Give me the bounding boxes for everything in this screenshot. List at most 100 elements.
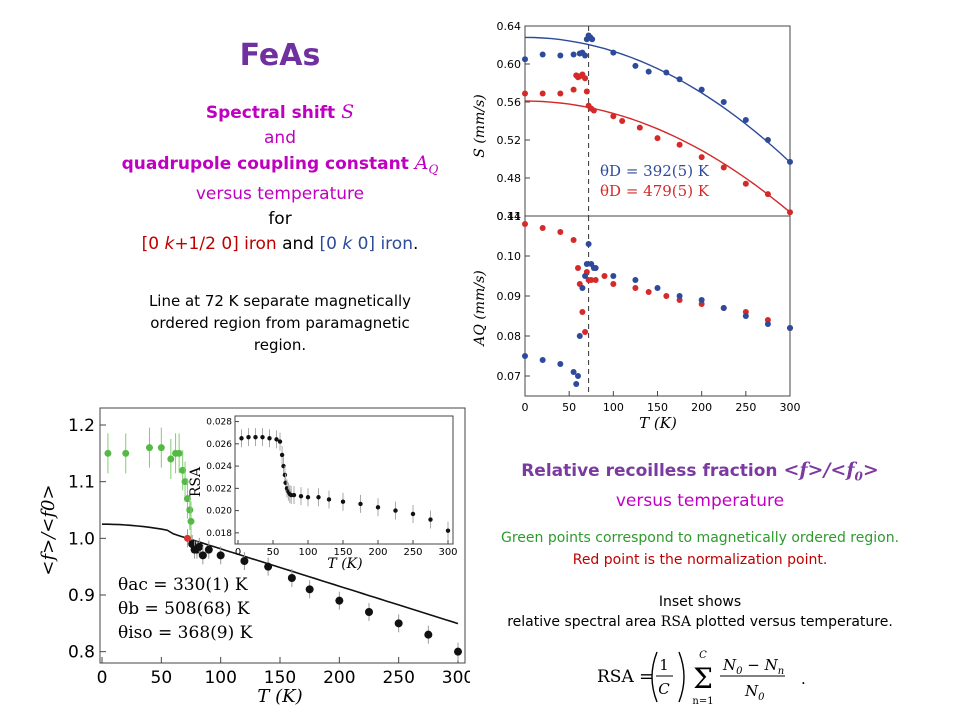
- data-point: [645, 289, 652, 295]
- aq-points: [522, 221, 793, 387]
- recoil-f-symbol: <f>/<f: [783, 459, 855, 481]
- data-point: [579, 309, 586, 315]
- data-point: [787, 158, 793, 165]
- data-point: [253, 434, 258, 440]
- y-tick-label: 0.07: [497, 370, 522, 383]
- heading-line-1-text: Spectral shift: [205, 103, 342, 123]
- formula-num-sub2: n: [778, 666, 784, 677]
- symbol-a-sub: Q: [428, 162, 439, 177]
- data-point: [375, 505, 381, 510]
- formula-num-n: N: [722, 656, 737, 674]
- data-point: [179, 466, 187, 474]
- data-point: [239, 436, 244, 441]
- heading-line-3-text: quadrupole coupling constant: [121, 154, 415, 174]
- data-point: [582, 52, 589, 59]
- spectral-heading-block: Spectral shift S and quadrupole coupling…: [100, 100, 460, 257]
- y-tick-label: 0.022: [206, 484, 232, 494]
- heading-line-5: for: [268, 209, 292, 230]
- data-point: [610, 113, 617, 120]
- y-tick-label: 0.08: [497, 330, 522, 343]
- s-legend-red: θD = 479(5) K: [600, 182, 710, 200]
- page-title: FeAs: [239, 38, 321, 73]
- x-tick-label: 0: [97, 668, 108, 688]
- data-point: [583, 88, 590, 95]
- x-tick-label: 50: [151, 668, 173, 688]
- data-point: [410, 511, 416, 517]
- data-point: [698, 297, 705, 303]
- line6-b: +1/2 0] iron: [174, 234, 277, 255]
- heading-line-2: and: [264, 128, 296, 148]
- x-tick-label: 200: [323, 668, 355, 688]
- data-point: [601, 273, 608, 279]
- inset-note-2c: plotted versus temperature.: [691, 614, 893, 630]
- data-point: [582, 273, 589, 279]
- data-point: [291, 492, 297, 498]
- x-tick-label: 50: [562, 401, 576, 414]
- data-point: [720, 305, 727, 311]
- heading-line-4: versus temperature: [195, 184, 365, 205]
- rsa-inset-frame: [234, 415, 454, 545]
- rsa-formula: RSA = 1 C C Σ n=1 N0 − Nn N0 .: [597, 650, 806, 707]
- aq-xlabel: T (K): [639, 414, 677, 432]
- formula-den: N0: [744, 682, 765, 703]
- recoil-xlabel: T (K): [257, 686, 302, 707]
- aq-ylabel: AQ (mm/s): [472, 270, 488, 347]
- data-point: [576, 333, 583, 339]
- y-tick-label: 0.8: [68, 643, 95, 663]
- data-point: [570, 51, 577, 58]
- data-point: [575, 373, 581, 379]
- data-point: [394, 619, 403, 628]
- formula-den-n: N: [744, 682, 759, 700]
- y-tick-label: 1.1: [68, 473, 95, 493]
- y-tick-label: 1.0: [68, 529, 95, 549]
- x-tick-label: 100: [603, 401, 624, 414]
- formula-num: N0 − Nn: [722, 656, 784, 677]
- recoil-f-close: >: [862, 459, 879, 481]
- data-point: [764, 137, 771, 143]
- data-point: [198, 551, 207, 560]
- data-point: [590, 107, 597, 114]
- x-tick-label: 300: [438, 547, 457, 558]
- data-point: [175, 449, 183, 457]
- data-point: [539, 51, 546, 58]
- line6-d: 0] iron: [352, 234, 413, 255]
- x-tick-label: 300: [780, 401, 801, 414]
- recoil-points: [104, 427, 462, 661]
- x-tick-label: 150: [264, 668, 296, 688]
- heading-line-3: quadrupole coupling constant AQ: [100, 151, 460, 182]
- data-point: [632, 62, 639, 69]
- data-point: [787, 325, 793, 331]
- data-point: [335, 596, 344, 605]
- aq-panel: 0.11 0.10 0.09 0.08 0.07 0 50 100 150 200 250 300 A…: [472, 210, 801, 432]
- data-point: [582, 75, 589, 82]
- y-tick-label: 0.9: [68, 586, 95, 606]
- formula-dot: .: [801, 670, 806, 688]
- x-tick-label: 250: [382, 668, 414, 688]
- heading-line-1: Spectral shift S: [100, 100, 460, 126]
- green-note: Green points correspond to magnetically …: [500, 530, 900, 546]
- formula-minus: − N: [743, 656, 779, 674]
- data-point: [582, 329, 589, 335]
- data-point: [557, 52, 564, 59]
- recoil-f-sub: 0: [854, 469, 863, 484]
- formula-c: C: [658, 680, 670, 698]
- data-point: [742, 117, 749, 124]
- data-point: [277, 439, 283, 444]
- data-point: [183, 534, 191, 542]
- aq-panel-ticks: 0.11 0.10 0.09 0.08 0.07 0 50 100 150 200 250 300: [497, 210, 801, 414]
- data-point: [663, 293, 670, 299]
- x-tick-label: 250: [735, 401, 756, 414]
- data-point: [575, 265, 581, 271]
- data-point: [424, 630, 433, 639]
- formula-one: 1: [659, 656, 669, 674]
- data-point: [305, 495, 311, 500]
- data-point: [619, 118, 626, 124]
- data-point: [279, 452, 285, 458]
- line6-k2: k: [342, 234, 353, 255]
- aq-panel-frame: [524, 215, 791, 397]
- data-point: [654, 285, 661, 291]
- data-point: [454, 647, 462, 656]
- formula-paren-right: [678, 651, 685, 703]
- data-point: [742, 180, 749, 187]
- data-point: [365, 608, 373, 616]
